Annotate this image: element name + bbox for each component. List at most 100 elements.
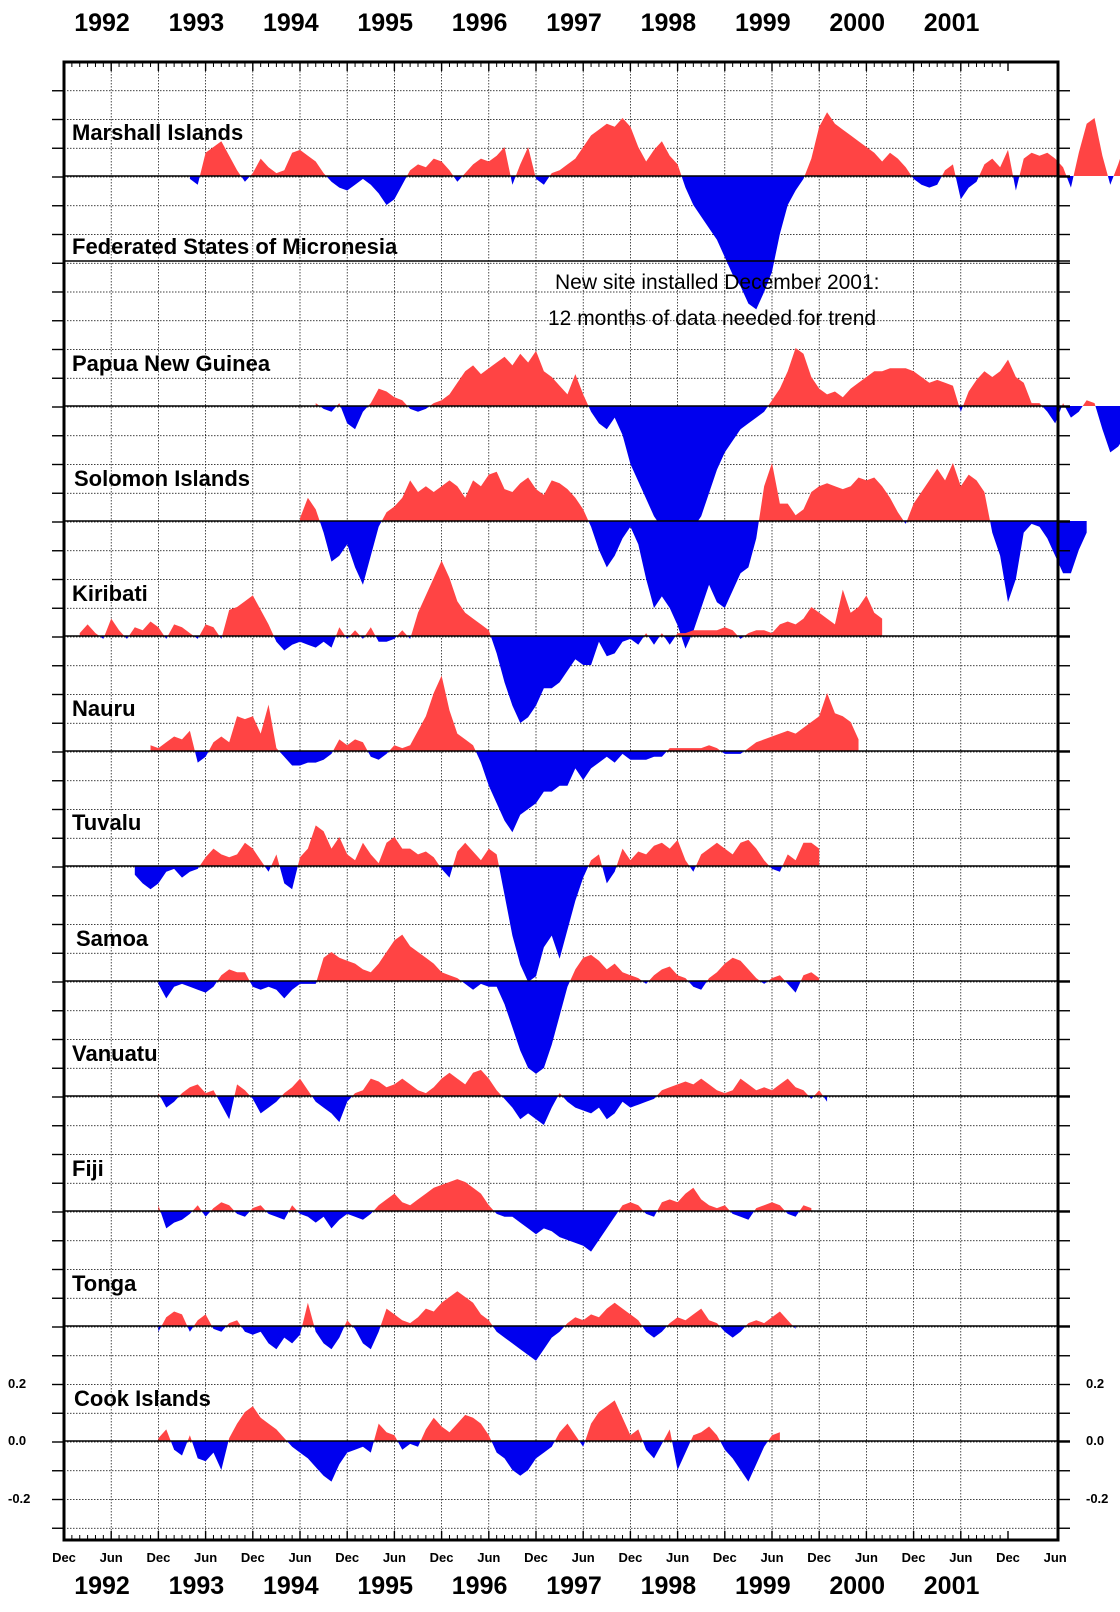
positive-anomaly-tonga — [380, 1291, 493, 1326]
positive-anomaly-marshall-islands — [1019, 152, 1067, 176]
positive-anomaly-kiribati — [199, 624, 220, 636]
positive-anomaly-fiji — [250, 1205, 266, 1211]
positive-anomaly-papua-new-guinea — [368, 388, 408, 406]
positive-area-tuvalu — [199, 825, 820, 866]
positive-anomaly-fiji — [210, 1202, 235, 1211]
negative-anomaly-fiji — [297, 1211, 374, 1229]
negative-area-fiji — [160, 1211, 800, 1252]
negative-anomaly-samoa — [249, 981, 317, 999]
positive-anomaly-nauru — [333, 739, 368, 751]
station-label-nauru: Nauru — [72, 696, 136, 721]
negative-anomaly-cook-islands — [491, 1441, 555, 1476]
station-label-cook-islands: Cook Islands — [74, 1386, 211, 1411]
negative-anomaly-papua-new-guinea — [319, 406, 337, 412]
positive-anomaly-samoa — [800, 972, 820, 981]
positive-anomaly-marshall-islands — [199, 141, 241, 176]
negative-anomaly-marshall-islands — [535, 176, 550, 185]
station-label-tuvalu: Tuvalu — [72, 810, 141, 835]
negative-anomaly-marshall-islands — [955, 176, 980, 200]
negative-area-papua-new-guinea — [319, 406, 1120, 537]
negative-anomaly-vanuatu — [250, 1096, 282, 1114]
positive-anomaly-cook-islands — [690, 1426, 721, 1441]
positive-anomaly-tuvalu — [199, 842, 265, 866]
negative-anomaly-tuvalu — [264, 866, 272, 872]
bottom-year-label: 1992 — [74, 1572, 130, 1600]
positive-anomaly-fiji — [618, 1202, 644, 1211]
month-tick-label: Jun — [760, 1550, 783, 1565]
negative-anomaly-tonga — [314, 1326, 345, 1350]
negative-anomaly-tuvalu — [439, 866, 453, 878]
month-tick-label: Dec — [618, 1550, 642, 1565]
month-tick-label: Jun — [1044, 1550, 1067, 1565]
negative-anomaly-marshall-islands — [189, 176, 200, 185]
positive-anomaly-fiji — [754, 1202, 786, 1211]
positive-anomaly-kiribati — [364, 627, 376, 636]
negative-anomaly-vanuatu — [216, 1096, 235, 1120]
negative-anomaly-cook-islands — [720, 1441, 769, 1482]
negative-anomaly-cook-islands — [579, 1441, 586, 1447]
positive-anomaly-cook-islands — [663, 1429, 672, 1441]
negative-area-nauru — [194, 751, 745, 833]
month-tick-label: Dec — [241, 1550, 265, 1565]
month-tick-label: Jun — [288, 1550, 311, 1565]
negative-anomaly-kiribati — [648, 636, 660, 645]
fsm-note: New site installed December 2001: 12 mon… — [548, 271, 880, 330]
positive-anomaly-kiribati — [222, 595, 274, 636]
negative-area-samoa — [158, 981, 801, 1074]
positive-anomaly-kiribati — [79, 624, 100, 636]
positive-anomaly-marshall-islands — [1113, 158, 1120, 176]
positive-anomaly-tonga — [226, 1320, 241, 1326]
negative-area-tonga — [158, 1326, 796, 1361]
top-year-label: 1997 — [546, 9, 602, 37]
top-year-label: 1998 — [641, 9, 697, 37]
negative-anomaly-marshall-islands — [681, 176, 805, 310]
positive-anomaly-tuvalu — [452, 842, 499, 866]
positive-anomaly-cook-islands — [420, 1414, 492, 1441]
negative-anomaly-fiji — [265, 1211, 289, 1220]
positive-anomaly-vanuatu — [656, 1078, 809, 1096]
positive-anomaly-kiribati — [349, 630, 361, 636]
bottom-year-label: 1998 — [641, 1572, 697, 1600]
negative-anomaly-tonga — [158, 1326, 162, 1332]
month-tick-label: Dec — [713, 1550, 737, 1565]
right-y-tick-label: 0.2 — [1086, 1376, 1104, 1391]
top-year-label: 1999 — [735, 9, 791, 37]
positive-anomaly-marshall-islands — [250, 149, 327, 176]
negative-area-tuvalu — [134, 866, 783, 982]
grid-lines — [64, 62, 1058, 1540]
positive-anomaly-vanuatu — [813, 1090, 824, 1096]
positive-anomaly-fiji — [192, 1205, 202, 1211]
note-line-1: New site installed December 2001: — [555, 271, 880, 294]
positive-anomaly-kiribati — [104, 618, 125, 636]
month-tick-label: Dec — [146, 1550, 170, 1565]
positive-area-marshall-islands — [199, 112, 1120, 176]
month-tick-label: Dec — [807, 1550, 831, 1565]
bottom-year-label: 1994 — [263, 1572, 319, 1600]
negative-anomaly-marshall-islands — [326, 176, 407, 205]
positive-anomaly-vanuatu — [352, 1069, 502, 1096]
month-tick-label: Jun — [383, 1550, 406, 1565]
positive-anomaly-nauru — [667, 745, 721, 751]
top-year-label: 1993 — [169, 9, 225, 37]
positive-anomaly-solomon-islands — [381, 471, 589, 521]
bottom-year-label: 1997 — [546, 1572, 602, 1600]
positive-anomaly-samoa — [217, 969, 250, 981]
positive-anomaly-tuvalu — [588, 854, 603, 866]
bottom-year-label: 1995 — [357, 1572, 413, 1600]
negative-anomaly-tonga — [241, 1326, 303, 1350]
month-tick-label: Dec — [430, 1550, 454, 1565]
negative-anomaly-cook-islands — [671, 1441, 691, 1470]
negative-anomaly-vanuatu — [159, 1096, 180, 1108]
positive-area-solomon-islands — [300, 463, 991, 521]
plot-frame — [62, 60, 1060, 1542]
positive-area-tonga — [161, 1291, 793, 1326]
top-year-label: 1995 — [357, 9, 413, 37]
positive-anomaly-marshall-islands — [406, 158, 454, 176]
negative-anomaly-fiji — [234, 1211, 251, 1217]
positive-anomaly-tonga — [745, 1311, 793, 1326]
negative-anomaly-samoa — [158, 981, 218, 999]
month-tick-label: Jun — [855, 1550, 878, 1565]
bottom-year-label: 2001 — [924, 1572, 980, 1600]
negative-anomaly-tuvalu — [769, 866, 783, 872]
negative-anomaly-papua-new-guinea — [959, 406, 964, 412]
